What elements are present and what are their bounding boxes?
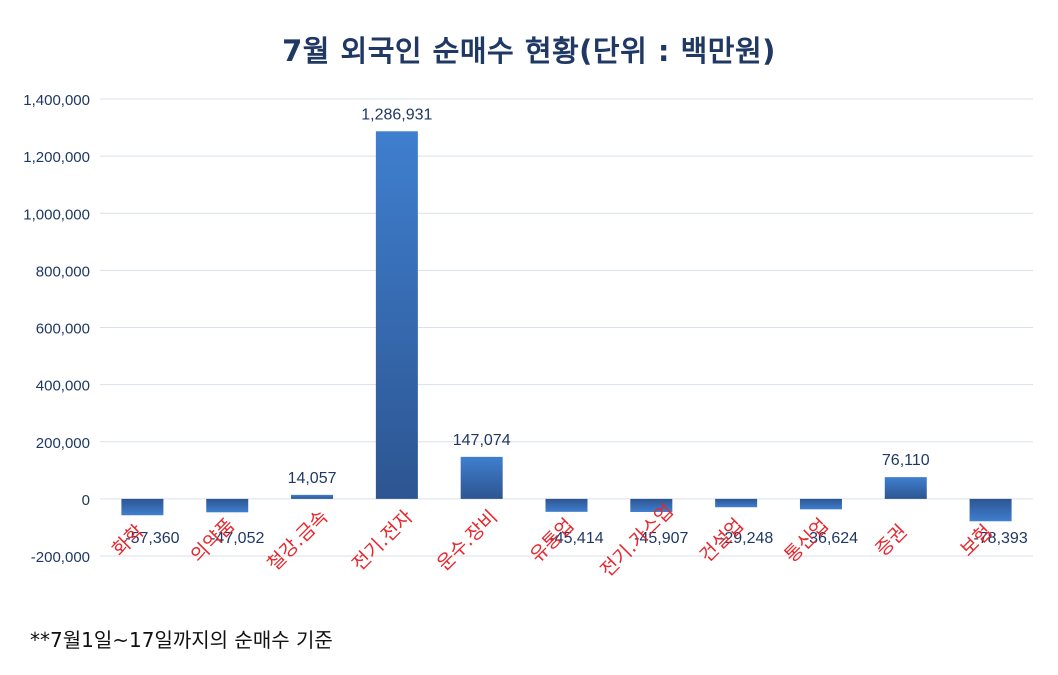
y-tick-label: 600,000: [36, 321, 90, 338]
data-label: -45,414: [549, 530, 603, 547]
data-label: 1,286,931: [361, 106, 432, 123]
category-label: 증권: [871, 520, 911, 560]
data-label: -45,907: [634, 530, 688, 547]
y-tick-label: 1,200,000: [23, 149, 90, 166]
footnote: **7월1일~17일까지의 순매수 기준: [30, 628, 333, 652]
bars: [121, 131, 1012, 522]
data-label: -36,624: [804, 530, 858, 547]
data-label: -47,052: [210, 530, 264, 547]
category-label: 철강.금속: [263, 506, 332, 575]
y-axis-ticks: -200,000 0 200,000 400,000 600,000 800,000 1,0…: [23, 92, 90, 566]
data-label: 14,057: [288, 470, 337, 487]
bar: [460, 456, 503, 499]
category-label: 운수.장비: [433, 506, 502, 575]
y-tick-label: 1,400,000: [23, 92, 90, 109]
y-tick-label: 0: [82, 492, 90, 509]
bar: [206, 498, 249, 513]
bar: [969, 498, 1012, 522]
bar: [799, 498, 842, 510]
data-label: 76,110: [882, 452, 930, 469]
y-tick-label: 400,000: [36, 378, 90, 395]
category-label: 화학: [108, 520, 148, 560]
data-label: -29,248: [719, 530, 773, 547]
y-tick-label: 200,000: [36, 435, 90, 452]
data-label: -78,393: [973, 530, 1027, 547]
bar: [291, 494, 334, 499]
category-label: 전기.전자: [348, 506, 417, 575]
y-tick-label: 800,000: [36, 263, 90, 280]
y-tick-label: 1,000,000: [23, 206, 90, 223]
bar: [121, 498, 164, 516]
data-label: 147,074: [453, 432, 511, 449]
data-labels: -57,360 -47,052 14,057 1,286,931 147,074 -45,…: [125, 106, 1028, 547]
bar: [375, 131, 418, 499]
bar: [630, 498, 673, 512]
bar: [715, 498, 758, 508]
bar: [545, 498, 588, 512]
category-label: 보험: [956, 520, 996, 560]
y-tick-label: -200,000: [31, 549, 90, 566]
bar: [884, 477, 927, 499]
chart-title: 7월 외국인 순매수 현황(단위 : 백만원): [282, 34, 776, 68]
data-label: -57,360: [125, 530, 179, 547]
